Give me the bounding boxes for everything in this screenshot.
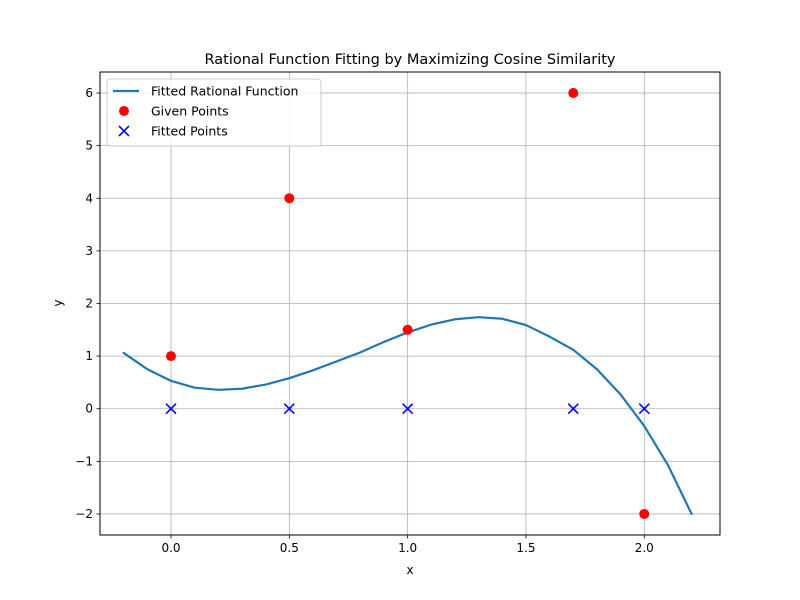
legend-box bbox=[106, 78, 322, 147]
given-point-marker bbox=[284, 193, 295, 204]
y-axis-label: y bbox=[51, 299, 65, 306]
y-tick-label: 5 bbox=[85, 139, 93, 153]
y-tick-label: 6 bbox=[85, 86, 93, 100]
fitted-point-marker bbox=[638, 403, 650, 415]
ticks: 0.0 0.5 1.0 1.5 2.0 −2 −1 0 1 2 3 4 5 6 bbox=[75, 86, 654, 555]
legend-label: Fitted Rational Function bbox=[151, 84, 298, 99]
y-tick-label: 1 bbox=[85, 349, 93, 363]
given-point-marker bbox=[165, 351, 176, 362]
x-tick-label: 1.0 bbox=[398, 541, 417, 555]
x-tick-label: 2.0 bbox=[635, 541, 654, 555]
chart-title: Rational Function Fitting by Maximizing … bbox=[205, 52, 616, 68]
fitted-point-stroke bbox=[638, 403, 650, 415]
x-tick-label: 0.0 bbox=[161, 541, 180, 555]
fitted-point-marker bbox=[283, 403, 295, 415]
y-tick-label: 4 bbox=[85, 191, 93, 205]
legend-swatch-x bbox=[118, 125, 130, 137]
given-point-marker bbox=[402, 324, 413, 335]
legend-label: Fitted Points bbox=[151, 124, 228, 139]
series-layer bbox=[122, 88, 693, 519]
legend: Fitted Rational Function Given Points Fitt… bbox=[106, 78, 322, 147]
legend-swatch-circle bbox=[119, 106, 129, 116]
fitted-point-stroke bbox=[283, 403, 295, 415]
y-tick-label: −2 bbox=[75, 507, 93, 521]
fitted-point-marker bbox=[402, 403, 414, 415]
y-tick-label: −1 bbox=[75, 454, 93, 468]
x-axis-label: x bbox=[406, 563, 413, 577]
legend-label: Given Points bbox=[151, 104, 229, 119]
legend-swatch-stroke bbox=[118, 125, 130, 137]
fitted-point-stroke bbox=[165, 403, 177, 415]
y-tick-label: 0 bbox=[85, 402, 93, 416]
fitted-point-stroke bbox=[567, 403, 579, 415]
fitted-point-marker bbox=[165, 403, 177, 415]
grid bbox=[100, 72, 720, 535]
x-tick-label: 0.5 bbox=[280, 541, 299, 555]
fitted-point-marker bbox=[567, 403, 579, 415]
y-tick-label: 2 bbox=[85, 297, 93, 311]
fitted-point-stroke bbox=[402, 403, 414, 415]
y-tick-label: 3 bbox=[85, 244, 93, 258]
x-tick-label: 1.5 bbox=[516, 541, 535, 555]
given-point-marker bbox=[639, 508, 650, 519]
given-point-marker bbox=[568, 88, 579, 99]
